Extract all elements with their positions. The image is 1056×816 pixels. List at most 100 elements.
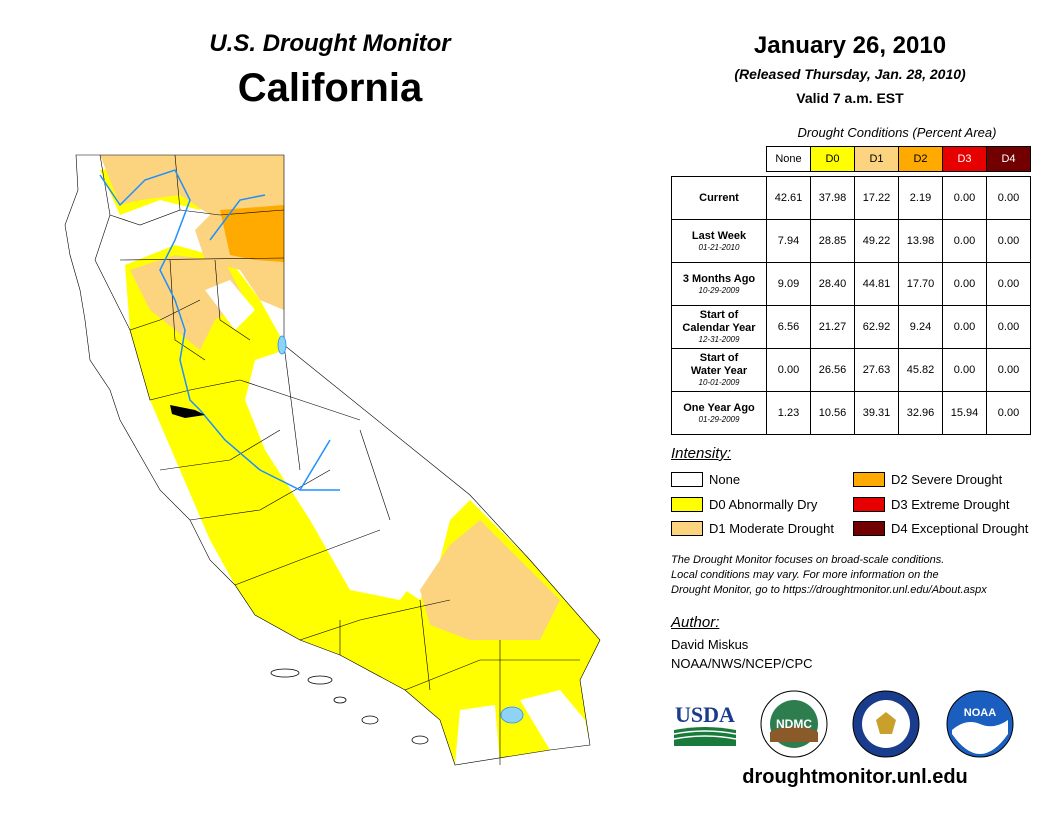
- row-label: Last Week 01-21-2010: [671, 219, 767, 263]
- table-caption: Drought Conditions (Percent Area): [797, 125, 997, 140]
- row-label-line1: Start of: [699, 309, 739, 321]
- table-cell: 0.00: [942, 262, 987, 306]
- row-label-line2: Water Year: [690, 365, 748, 377]
- table-cell: 0.00: [942, 176, 987, 220]
- legend-swatch: [671, 472, 703, 487]
- usda-logo-text: USDA: [675, 702, 735, 727]
- table-cell: 10.56: [810, 391, 855, 435]
- table-corner: [672, 147, 767, 172]
- legend-item-none: None: [671, 472, 740, 487]
- table-cell: 0.00: [986, 176, 1031, 220]
- table-cell: 9.09: [766, 262, 811, 306]
- table-cell: 17.22: [854, 176, 899, 220]
- legend-item-d4: D4 Exceptional Drought: [853, 521, 1028, 536]
- table-row: Start of Water Year 10-01-2009 0.00 26.56 27.…: [671, 348, 1031, 392]
- legend-label: D4 Exceptional Drought: [891, 521, 1029, 536]
- website-url: droughtmonitor.unl.edu: [742, 766, 968, 788]
- column-header-d3: D3: [942, 146, 987, 172]
- row-date: 10-29-2009: [698, 285, 740, 295]
- legend-swatch: [853, 497, 885, 512]
- table-cell: 13.98: [898, 219, 943, 263]
- table-cell: 28.40: [810, 262, 855, 306]
- row-label: Start of Water Year 10-01-2009: [671, 348, 767, 392]
- legend-item-d3: D3 Extreme Drought: [853, 497, 1010, 512]
- usda-logo: USDA: [673, 702, 737, 746]
- row-label-line1: Current: [699, 191, 739, 204]
- row-label-line1: One Year Ago: [683, 401, 755, 414]
- disclaimer-note: The Drought Monitor focuses on broad-sca…: [671, 553, 1041, 598]
- legend-item-d1: D1 Moderate Drought: [671, 521, 834, 536]
- table-cell: 39.31: [854, 391, 899, 435]
- table-cell: 15.94: [942, 391, 987, 435]
- legend-label: D3 Extreme Drought: [891, 497, 1010, 512]
- author-title: Author:: [671, 614, 720, 631]
- row-label-line2: Calendar Year: [682, 322, 756, 334]
- table-cell: 0.00: [986, 305, 1031, 349]
- valid-time: Valid 7 a.m. EST: [796, 90, 904, 106]
- table-cell: 32.96: [898, 391, 943, 435]
- table-row: 3 Months Ago 10-29-2009 9.09 28.40 44.81 17.7…: [671, 262, 1031, 306]
- row-label-line1: Start of: [699, 352, 739, 364]
- table-cell: 62.92: [854, 305, 899, 349]
- table-cell: 1.23: [766, 391, 811, 435]
- california-drought-map: [64, 154, 601, 766]
- legend-swatch: [671, 521, 703, 536]
- drought-conditions-table: None D0 D1 D2 D3 D4 Current 42.61 37.98 17.22 2.19…: [671, 146, 1031, 435]
- author-org: NOAA/NWS/NCEP/CPC: [671, 656, 813, 671]
- table-cell: 0.00: [942, 348, 987, 392]
- table-cell: 26.56: [810, 348, 855, 392]
- row-date: 12-31-2009: [698, 335, 740, 344]
- legend-label: D0 Abnormally Dry: [709, 497, 818, 512]
- row-date: 10-01-2009: [698, 378, 740, 387]
- note-line: Local conditions may vary. For more info…: [671, 569, 939, 581]
- column-header-d2: D2: [898, 146, 943, 172]
- table-row: Start of Calendar Year 12-31-2009 6.56 21.27…: [671, 305, 1031, 349]
- table-cell: 0.00: [942, 305, 987, 349]
- table-cell: 27.63: [854, 348, 899, 392]
- note-line: Drought Monitor, go to https://droughtmo…: [671, 584, 987, 596]
- row-label-line1: 3 Months Ago: [682, 272, 756, 285]
- noaa-logo-text: NOAA: [964, 707, 996, 719]
- table-cell: 17.70: [898, 262, 943, 306]
- table-cell: 2.19: [898, 176, 943, 220]
- column-header-d0: D0: [810, 146, 855, 172]
- map-subtitle: U.S. Drought Monitor: [209, 30, 451, 57]
- legend-label: D2 Severe Drought: [891, 472, 1003, 487]
- note-line: The Drought Monitor focuses on broad-sca…: [671, 554, 945, 566]
- noaa-logo: NOAA: [946, 690, 1014, 758]
- table-cell: 0.00: [942, 219, 987, 263]
- row-label: Current: [671, 176, 767, 220]
- ndmc-logo: NDMC: [760, 690, 828, 758]
- row-label: Start of Calendar Year 12-31-2009: [671, 305, 767, 349]
- table-cell: 0.00: [986, 391, 1031, 435]
- table-cell: 42.61: [766, 176, 811, 220]
- row-label: 3 Months Ago 10-29-2009: [671, 262, 767, 306]
- map-title: California: [237, 66, 423, 110]
- commerce-seal-logo: [852, 690, 920, 758]
- table-cell: 7.94: [766, 219, 811, 263]
- table-cell: 9.24: [898, 305, 943, 349]
- column-header-none: None: [766, 146, 811, 172]
- table-cell: 0.00: [766, 348, 811, 392]
- row-label: One Year Ago 01-29-2009: [671, 391, 767, 435]
- column-header-d1: D1: [854, 146, 899, 172]
- table-row: Current 42.61 37.98 17.22 2.19 0.00 0.00: [671, 176, 1031, 220]
- column-header-d4: D4: [986, 146, 1031, 172]
- legend-swatch: [671, 497, 703, 512]
- table-row: Last Week 01-21-2010 7.94 28.85 49.22 13.98 0.…: [671, 219, 1031, 263]
- row-date: 01-21-2010: [698, 242, 740, 252]
- table-cell: 0.00: [986, 219, 1031, 263]
- table-cell: 0.00: [986, 348, 1031, 392]
- row-date: 01-29-2009: [698, 414, 740, 424]
- row-label-line1: Last Week: [691, 229, 747, 242]
- legend-swatch: [853, 521, 885, 536]
- release-date: (Released Thursday, Jan. 28, 2010): [734, 66, 966, 82]
- table-cell: 21.27: [810, 305, 855, 349]
- table-cell: 0.00: [986, 262, 1031, 306]
- table-cell: 37.98: [810, 176, 855, 220]
- author-name: David Miskus: [671, 637, 749, 652]
- table-row: One Year Ago 01-29-2009 1.23 10.56 39.31 32.9…: [671, 391, 1031, 435]
- legend-item-d2: D2 Severe Drought: [853, 472, 1002, 487]
- map-date: January 26, 2010: [753, 32, 947, 59]
- legend-label: D1 Moderate Drought: [709, 521, 835, 536]
